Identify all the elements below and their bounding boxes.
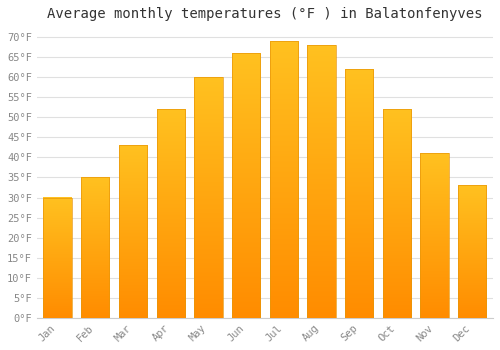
Bar: [81, 177, 110, 318]
Bar: [44, 197, 72, 318]
Bar: [156, 109, 185, 318]
Bar: [194, 77, 222, 318]
Bar: [345, 69, 374, 318]
Bar: [270, 41, 298, 318]
Bar: [458, 186, 486, 318]
Bar: [44, 197, 72, 318]
Bar: [119, 145, 147, 318]
Bar: [270, 41, 298, 318]
Bar: [383, 109, 411, 318]
Bar: [308, 45, 336, 318]
Bar: [119, 145, 147, 318]
Bar: [232, 53, 260, 318]
Bar: [345, 69, 374, 318]
Bar: [156, 109, 185, 318]
Title: Average monthly temperatures (°F ) in Balatonfenyves: Average monthly temperatures (°F ) in Ba…: [47, 7, 482, 21]
Bar: [232, 53, 260, 318]
Bar: [194, 77, 222, 318]
Bar: [420, 153, 449, 318]
Bar: [458, 186, 486, 318]
Bar: [81, 177, 110, 318]
Bar: [420, 153, 449, 318]
Bar: [308, 45, 336, 318]
Bar: [383, 109, 411, 318]
